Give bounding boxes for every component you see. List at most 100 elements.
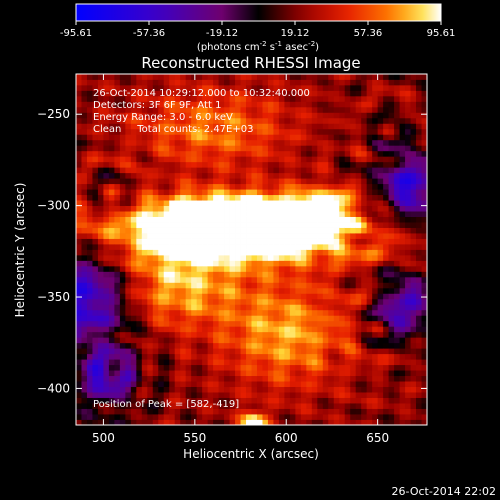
- heatmap-cell: [76, 145, 82, 152]
- heatmap-cell: [416, 101, 422, 108]
- heatmap-cell: [289, 364, 296, 371]
- heatmap-cell: [240, 194, 247, 201]
- heatmap-cell: [240, 79, 247, 86]
- heatmap-cell: [125, 298, 132, 305]
- heatmap-cell: [267, 309, 274, 316]
- heatmap-cell: [262, 386, 269, 393]
- heatmap-cell: [284, 139, 291, 146]
- heatmap-cell: [130, 265, 137, 272]
- heatmap-cell: [322, 233, 329, 239]
- heatmap-cell: [416, 287, 422, 294]
- heatmap-cell: [317, 222, 324, 228]
- heatmap-cell: [366, 183, 373, 190]
- heatmap-cell: [306, 178, 313, 185]
- heatmap-cell: [103, 205, 110, 212]
- heatmap-cell: [284, 403, 291, 409]
- heatmap-cell: [196, 178, 203, 185]
- heatmap-cell: [76, 348, 82, 355]
- heatmap-cell: [76, 320, 82, 327]
- heatmap-cell: [399, 370, 406, 377]
- heatmap-cell: [218, 260, 225, 267]
- heatmap-cell: [180, 282, 187, 289]
- heatmap-cell: [377, 265, 384, 272]
- heatmap-cell: [81, 189, 88, 196]
- heatmap-cell: [213, 309, 219, 316]
- heatmap-cell: [218, 359, 225, 366]
- heatmap-cell: [300, 74, 307, 80]
- heatmap-cell: [163, 408, 170, 415]
- heatmap-cell: [213, 172, 219, 179]
- heatmap-cell: [267, 227, 274, 234]
- heatmap-cell: [86, 419, 93, 425]
- heatmap-cell: [191, 386, 198, 393]
- heatmap-cell: [251, 161, 258, 168]
- heatmap-cell: [125, 348, 132, 355]
- heatmap-cell: [158, 298, 165, 305]
- heatmap-cell: [235, 375, 241, 382]
- heatmap-cell: [136, 161, 143, 168]
- heatmap-cell: [289, 101, 296, 108]
- heatmap-cell: [350, 106, 357, 113]
- heatmap-cell: [372, 139, 379, 146]
- heatmap-cell: [119, 408, 126, 415]
- heatmap-cell: [86, 233, 93, 239]
- heatmap-cell: [235, 161, 241, 168]
- heatmap-cell: [97, 375, 104, 382]
- heatmap-cell: [180, 276, 187, 283]
- y-tick-label: −400: [37, 381, 70, 395]
- heatmap-cell: [136, 364, 143, 371]
- heatmap-cell: [147, 408, 154, 415]
- heatmap-cell: [103, 222, 110, 228]
- heatmap-cell: [119, 101, 126, 108]
- heatmap-cell: [185, 233, 192, 239]
- heatmap-cell: [355, 139, 362, 146]
- heatmap-cell: [86, 205, 93, 212]
- heatmap-cell: [163, 101, 170, 108]
- heatmap-cell: [410, 414, 417, 420]
- heatmap-cell: [311, 134, 318, 141]
- heatmap-cell: [273, 381, 280, 388]
- heatmap-cell: [339, 200, 346, 207]
- heatmap-cell: [218, 178, 225, 185]
- heatmap-cell: [377, 139, 384, 146]
- heatmap-cell: [361, 359, 368, 366]
- heatmap-cell: [180, 90, 187, 97]
- heatmap-cell: [81, 353, 88, 360]
- heatmap-cell: [289, 260, 296, 267]
- heatmap-cell: [86, 298, 93, 305]
- heatmap-cell: [377, 101, 384, 108]
- heatmap-cell: [76, 128, 82, 135]
- heatmap-cell: [394, 84, 400, 91]
- heatmap-cell: [355, 359, 362, 366]
- heatmap-cell: [92, 150, 99, 157]
- heatmap-cell: [92, 309, 99, 316]
- heatmap-cell: [295, 331, 302, 338]
- heatmap-cell: [191, 172, 198, 179]
- heatmap-cell: [388, 123, 395, 130]
- heatmap-cell: [108, 233, 115, 239]
- heatmap-cell: [361, 397, 368, 404]
- heatmap-cell: [152, 84, 159, 91]
- heatmap-cell: [366, 419, 373, 425]
- heatmap-cell: [103, 419, 110, 425]
- heatmap-cell: [108, 298, 115, 305]
- heatmap-cell: [103, 150, 110, 157]
- heatmap-cell: [311, 200, 318, 207]
- heatmap-cell: [130, 359, 137, 366]
- heatmap-cell: [339, 287, 346, 294]
- heatmap-cell: [141, 392, 148, 398]
- heatmap-cell: [339, 348, 346, 355]
- heatmap-cell: [262, 337, 269, 344]
- heatmap-cell: [405, 392, 411, 398]
- heatmap-cell: [125, 309, 132, 316]
- heatmap-cell: [339, 112, 346, 119]
- heatmap-cell: [103, 315, 110, 322]
- heatmap-cell: [213, 276, 219, 283]
- heatmap-cell: [399, 194, 406, 201]
- heatmap-cell: [383, 189, 390, 196]
- heatmap-cell: [306, 205, 313, 212]
- heatmap-cell: [361, 265, 368, 272]
- heatmap-cell: [273, 386, 280, 393]
- heatmap-cell: [267, 276, 274, 283]
- heatmap-cell: [108, 381, 115, 388]
